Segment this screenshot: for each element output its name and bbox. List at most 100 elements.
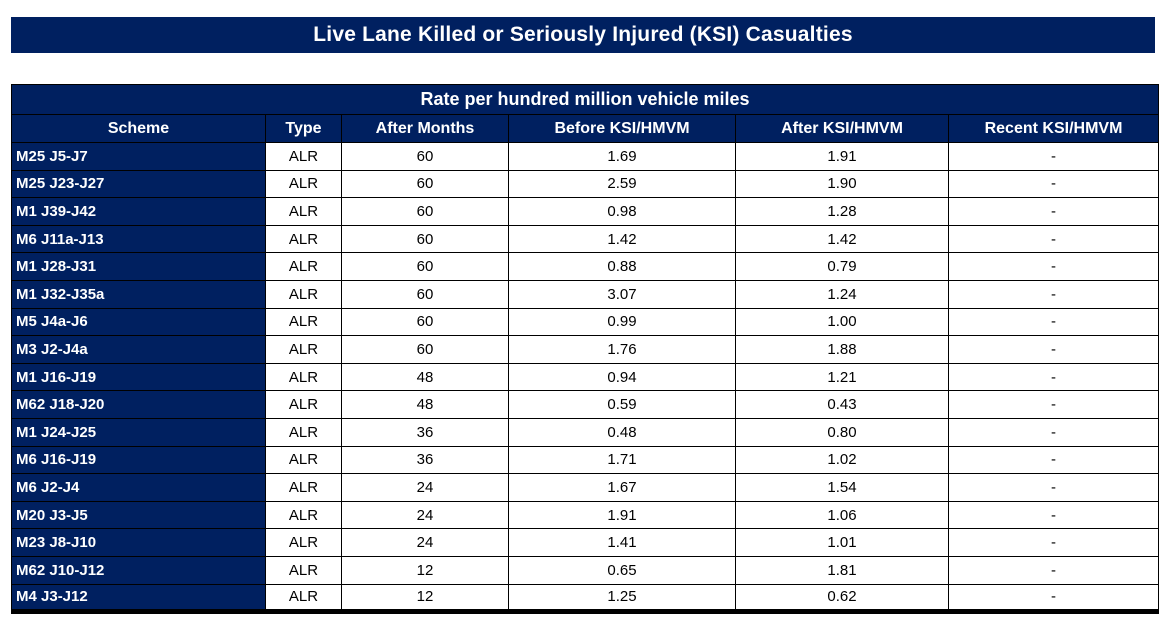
table-header-row: Scheme Type After Months Before KSI/HMVM… [11, 114, 1159, 143]
table-row: M1 J28-J31 ALR 60 0.88 0.79- [11, 252, 1159, 281]
table-subtitle: Rate per hundred million vehicle miles [11, 84, 1159, 115]
scheme-cell: M62 J18-J20 [11, 390, 266, 419]
after-ksi-cell: 0.79 [735, 252, 949, 281]
after-ksi-cell: 0.43 [735, 390, 949, 419]
after-months-cell: 48 [341, 362, 509, 392]
after-months-cell: 48 [341, 390, 509, 419]
recent-ksi-cell: - [948, 224, 1159, 254]
before-ksi-cell: 0.94 [508, 362, 736, 392]
table-subtitle-row: Rate per hundred million vehicle miles [11, 84, 1159, 115]
after-months-cell: 60 [341, 142, 509, 171]
before-ksi-cell: 1.42 [508, 224, 736, 254]
after-ksi-cell: 0.62 [735, 583, 949, 613]
before-ksi-cell: 0.98 [508, 197, 736, 226]
table-row: M62 J18-J20 ALR 48 0.59 0.43- [11, 390, 1159, 419]
type-cell: ALR [265, 390, 342, 419]
before-ksi-cell: 0.59 [508, 390, 736, 419]
table-row: M25 J23-J27 ALR 60 2.59 1.90- [11, 169, 1159, 199]
scheme-cell: M1 J32-J35a [11, 279, 266, 309]
after-months-cell: 60 [341, 307, 509, 337]
after-months-cell: 36 [341, 417, 509, 447]
column-header-type: Type [265, 114, 342, 143]
recent-ksi-cell: - [948, 500, 1159, 530]
after-ksi-cell: 1.91 [735, 142, 949, 171]
recent-ksi-cell: - [948, 390, 1159, 419]
after-months-cell: 24 [341, 528, 509, 557]
table-row: M1 J39-J42 ALR 60 0.98 1.28- [11, 197, 1159, 226]
recent-ksi-cell: - [948, 417, 1159, 447]
after-months-cell: 36 [341, 445, 509, 475]
type-cell: ALR [265, 279, 342, 309]
after-ksi-cell: 1.28 [735, 197, 949, 226]
before-ksi-cell: 1.91 [508, 500, 736, 530]
type-cell: ALR [265, 445, 342, 475]
recent-ksi-cell: - [948, 335, 1159, 364]
table-row: M6 J11a-J13 ALR 60 1.42 1.42- [11, 224, 1159, 254]
scheme-cell: M25 J5-J7 [11, 142, 266, 171]
scheme-cell: M1 J39-J42 [11, 197, 266, 226]
table-row: M23 J8-J10 ALR 24 1.41 1.01- [11, 528, 1159, 557]
recent-ksi-cell: - [948, 252, 1159, 281]
recent-ksi-cell: - [948, 279, 1159, 309]
ksi-casualties-table: Rate per hundred million vehicle miles S… [11, 84, 1159, 615]
table-row: M62 J10-J12 ALR 12 0.65 1.81- [11, 555, 1159, 585]
before-ksi-cell: 1.76 [508, 335, 736, 364]
table-row: M1 J32-J35a ALR 60 3.07 1.24- [11, 279, 1159, 309]
after-months-cell: 12 [341, 555, 509, 585]
after-ksi-cell: 1.01 [735, 528, 949, 557]
type-cell: ALR [265, 307, 342, 337]
scheme-cell: M23 J8-J10 [11, 528, 266, 557]
table-row: M6 J16-J19 ALR 36 1.71 1.02- [11, 445, 1159, 475]
table-row: M1 J16-J19 ALR 48 0.94 1.21- [11, 362, 1159, 392]
recent-ksi-cell: - [948, 307, 1159, 337]
column-header-before-ksi: Before KSI/HMVM [508, 114, 736, 143]
type-cell: ALR [265, 473, 342, 502]
after-months-cell: 60 [341, 224, 509, 254]
before-ksi-cell: 2.59 [508, 169, 736, 199]
after-ksi-cell: 1.42 [735, 224, 949, 254]
after-ksi-cell: 1.90 [735, 169, 949, 199]
scheme-cell: M1 J28-J31 [11, 252, 266, 281]
after-ksi-cell: 0.80 [735, 417, 949, 447]
type-cell: ALR [265, 583, 342, 613]
after-months-cell: 24 [341, 473, 509, 502]
type-cell: ALR [265, 169, 342, 199]
type-cell: ALR [265, 417, 342, 447]
before-ksi-cell: 1.67 [508, 473, 736, 502]
after-ksi-cell: 1.00 [735, 307, 949, 337]
before-ksi-cell: 0.99 [508, 307, 736, 337]
scheme-cell: M62 J10-J12 [11, 555, 266, 585]
before-ksi-cell: 1.71 [508, 445, 736, 475]
before-ksi-cell: 1.41 [508, 528, 736, 557]
column-header-after-months: After Months [341, 114, 509, 143]
after-ksi-cell: 1.24 [735, 279, 949, 309]
before-ksi-cell: 3.07 [508, 279, 736, 309]
scheme-cell: M6 J2-J4 [11, 473, 266, 502]
table-row: M1 J24-J25 ALR 36 0.48 0.80- [11, 417, 1159, 447]
table-row: M3 J2-J4a ALR 60 1.76 1.88- [11, 335, 1159, 364]
type-cell: ALR [265, 224, 342, 254]
scheme-cell: M3 J2-J4a [11, 335, 266, 364]
before-ksi-cell: 0.65 [508, 555, 736, 585]
scheme-cell: M25 J23-J27 [11, 169, 266, 199]
scheme-cell: M20 J3-J5 [11, 500, 266, 530]
after-ksi-cell: 1.88 [735, 335, 949, 364]
after-months-cell: 12 [341, 583, 509, 613]
recent-ksi-cell: - [948, 473, 1159, 502]
column-header-after-ksi: After KSI/HMVM [735, 114, 949, 143]
table-row: M5 J4a-J6 ALR 60 0.99 1.00- [11, 307, 1159, 337]
after-months-cell: 60 [341, 197, 509, 226]
type-cell: ALR [265, 500, 342, 530]
recent-ksi-cell: - [948, 142, 1159, 171]
column-header-scheme: Scheme [11, 114, 266, 143]
type-cell: ALR [265, 362, 342, 392]
recent-ksi-cell: - [948, 445, 1159, 475]
table-row: M25 J5-J7 ALR 60 1.69 1.91- [11, 142, 1159, 171]
type-cell: ALR [265, 555, 342, 585]
type-cell: ALR [265, 528, 342, 557]
type-cell: ALR [265, 197, 342, 226]
type-cell: ALR [265, 252, 342, 281]
type-cell: ALR [265, 142, 342, 171]
scheme-cell: M6 J16-J19 [11, 445, 266, 475]
after-ksi-cell: 1.02 [735, 445, 949, 475]
